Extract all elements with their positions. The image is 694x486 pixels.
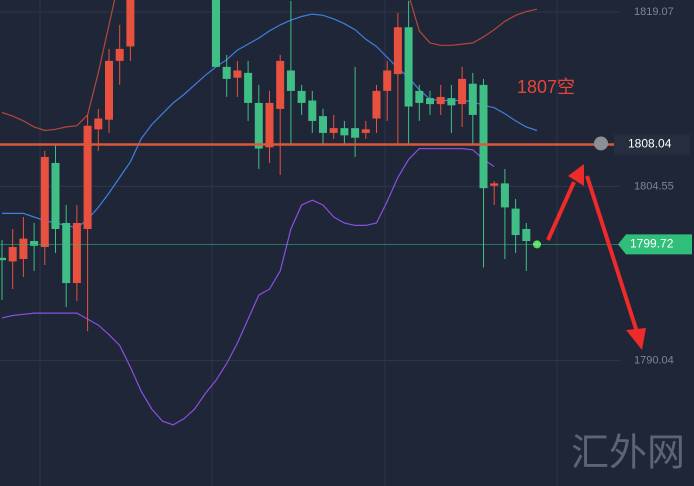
candle-body [62,223,71,284]
candle-body [40,156,49,248]
candle-body [8,247,17,262]
candle-body [72,223,81,284]
band-line [1,148,495,426]
price-tag [618,234,692,255]
current-marker [533,240,541,249]
candle-body [83,125,92,230]
arrow-head [626,328,646,350]
candle-body [361,129,370,133]
candle-body [276,60,285,109]
band-line [1,0,538,132]
candle-body [404,27,413,107]
candle-body [351,128,360,138]
candle-body [222,66,231,79]
candle-body [51,162,60,230]
candle-body [126,0,135,47]
candle-body [329,128,338,133]
candle-body [30,241,39,246]
plot-area [0,0,541,426]
candle-body [19,238,28,260]
alert-icon [594,136,608,151]
candle-body [286,70,295,91]
candle-body [447,98,456,106]
annotation: 1807空 [517,77,575,97]
candle-body [105,60,113,120]
candle-body [458,78,467,105]
arrow-head [568,164,584,186]
candle-body [426,98,434,105]
candle-body [490,183,499,186]
price-label: 1799.72 [630,237,674,251]
candle-body [254,102,263,149]
candle-body [308,100,317,121]
grid: 1790.04 1804.55 1819.07 [0,6,674,367]
candle-body [233,70,242,78]
y-tick-label: 1819.07 [634,6,674,18]
candle-body [212,0,220,67]
candle-body [94,118,103,130]
candle-body [383,70,392,91]
candle-body [297,90,306,103]
candle-body [372,90,381,119]
price-label: 1808.04 [628,137,672,151]
candle-body [522,229,531,242]
overlay: 1808.04 1799.72 [0,134,692,255]
candle-body [265,102,274,148]
candle-body [500,183,509,208]
candle-body [115,48,124,61]
candle-body [415,90,424,103]
candle-body [244,72,253,103]
arrow-down [585,175,639,333]
watermark: 汇外网 [571,431,685,475]
arrow-up [546,181,576,241]
candle-body [468,83,477,115]
candle-body [511,208,520,236]
price-tag [614,134,690,155]
candle-body [340,128,349,136]
arrows [546,164,646,350]
y-tick-label: 1790.04 [634,355,674,367]
y-tick-label: 1804.55 [634,180,674,192]
candle-body [393,27,402,75]
candle-body [319,116,327,133]
candle-body [479,84,488,189]
candle-body [0,257,6,261]
candle-body [436,96,445,105]
